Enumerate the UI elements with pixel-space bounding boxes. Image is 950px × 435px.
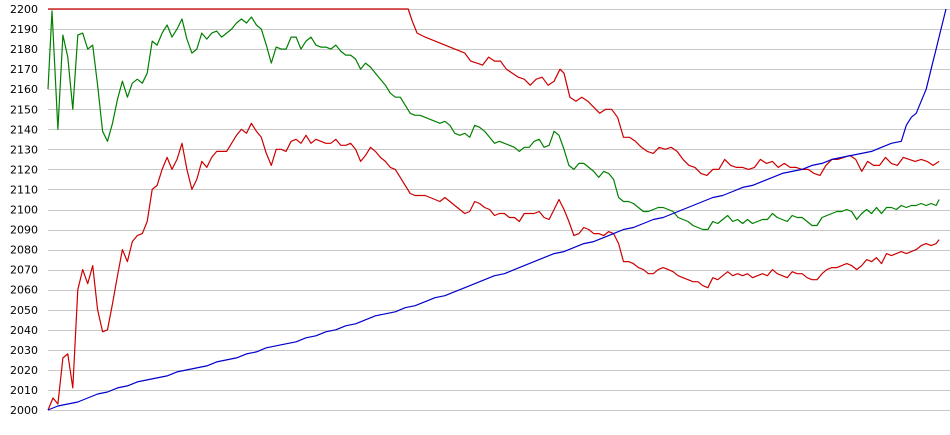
y-tick-label: 2060	[10, 284, 38, 297]
y-tick-label: 2000	[10, 404, 38, 417]
y-tick-label: 2070	[10, 264, 38, 277]
y-axis: 2000 2010 2020 2030 2040 2050 2060 2070 2080 2090…	[10, 3, 38, 417]
y-tick-label: 2190	[10, 23, 38, 36]
y-tick-label: 2030	[10, 344, 38, 357]
y-tick-label: 2170	[10, 63, 38, 76]
y-tick-label: 2090	[10, 224, 38, 237]
y-tick-label: 2010	[10, 384, 38, 397]
y-tick-label: 2080	[10, 244, 38, 257]
series-line-3	[47, 122, 940, 411]
y-tick-label: 2050	[10, 304, 38, 317]
y-tick-label: 2120	[10, 163, 38, 176]
y-tick-label: 2130	[10, 143, 38, 156]
y-tick-label: 2040	[10, 324, 38, 337]
y-tick-label: 2160	[10, 83, 38, 96]
gridlines	[48, 9, 950, 411]
y-tick-label: 2180	[10, 43, 38, 56]
y-tick-label: 2140	[10, 123, 38, 136]
series-lines	[47, 8, 947, 411]
y-tick-label: 2110	[10, 183, 38, 196]
y-tick-label: 2100	[10, 204, 38, 217]
series-line-4	[47, 8, 947, 411]
y-tick-label: 2020	[10, 364, 38, 377]
series-line-2	[47, 10, 940, 231]
y-tick-label: 2150	[10, 103, 38, 116]
y-tick-label: 2200	[10, 3, 38, 16]
